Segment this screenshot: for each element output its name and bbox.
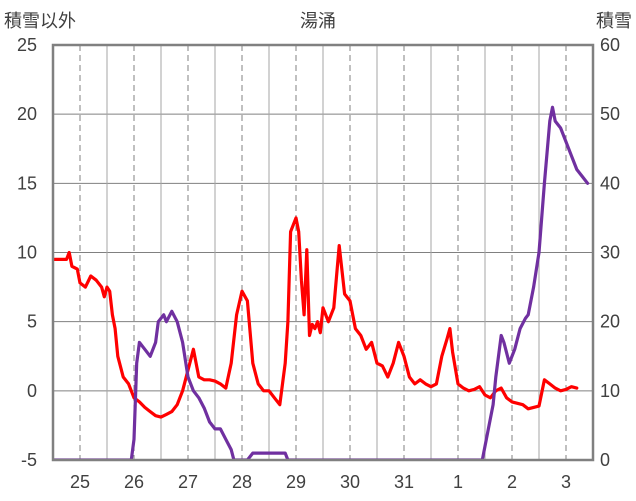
y-right-axis: 60 50 40 30 20 10 0 <box>600 35 620 470</box>
x-tick-label: 3 <box>561 472 571 492</box>
y-right-tick-label: 20 <box>600 312 620 332</box>
x-tick-label: 1 <box>453 472 463 492</box>
x-tick-label: 2 <box>507 472 517 492</box>
x-tick-label: 25 <box>70 472 90 492</box>
series-layer <box>53 105 590 460</box>
y-right-axis-label: 積雪 <box>596 11 632 32</box>
x-tick-label: 26 <box>124 472 144 492</box>
y-left-tick-label: 5 <box>27 312 37 332</box>
y-left-axis: 25 20 15 10 5 0 -5 <box>17 35 37 470</box>
y-left-axis-label: 積雪以外 <box>4 11 76 32</box>
x-tick-label: 27 <box>178 472 198 492</box>
y-right-tick-label: 30 <box>600 243 620 263</box>
x-tick-label: 28 <box>232 472 252 492</box>
x-tick-label: 30 <box>340 472 360 492</box>
series-line-snow-depth <box>53 105 590 460</box>
y-right-tick-label: 0 <box>600 450 610 470</box>
x-tick-label: 31 <box>394 472 414 492</box>
grid-lines <box>53 45 593 460</box>
y-left-tick-label: 0 <box>27 381 37 401</box>
y-right-tick-label: 40 <box>600 173 620 193</box>
plot-frame <box>51 43 595 462</box>
y-left-tick-label: 25 <box>17 35 37 55</box>
y-right-tick-label: 60 <box>600 35 620 55</box>
x-tick-label: 29 <box>286 472 306 492</box>
series-line-non-snow <box>53 216 579 419</box>
y-left-tick-label: 20 <box>17 104 37 124</box>
x-axis: 25 26 27 28 29 30 31 1 2 3 <box>70 472 571 492</box>
y-left-tick-label: 15 <box>17 173 37 193</box>
y-right-tick-label: 50 <box>600 104 620 124</box>
y-right-tick-label: 10 <box>600 381 620 401</box>
chart-title: 湯涌 <box>300 11 336 32</box>
y-left-tick-label: -5 <box>21 450 37 470</box>
y-left-tick-label: 10 <box>17 243 37 263</box>
